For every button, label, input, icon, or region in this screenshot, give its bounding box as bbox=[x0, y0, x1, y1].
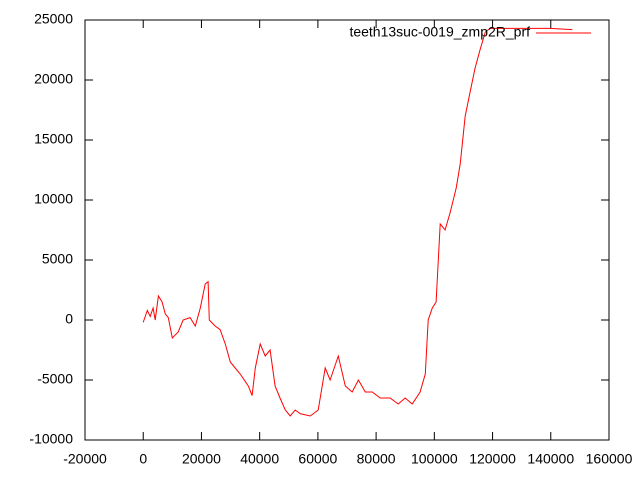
x-tick-label: 120000 bbox=[469, 451, 516, 467]
x-tick-label: 160000 bbox=[586, 451, 633, 467]
y-tick-label: 15000 bbox=[34, 131, 73, 147]
y-tick-label: -10000 bbox=[29, 431, 73, 447]
x-tick-label: 40000 bbox=[240, 451, 279, 467]
x-tick-label: 20000 bbox=[182, 451, 221, 467]
x-tick-label: 140000 bbox=[527, 451, 574, 467]
y-tick-label: 5000 bbox=[42, 251, 73, 267]
data-line bbox=[142, 27, 573, 417]
legend-label: teeth13suc-0019_zmp2R_prf bbox=[349, 24, 530, 40]
x-tick-label: 60000 bbox=[298, 451, 337, 467]
x-tick-label: 80000 bbox=[357, 451, 396, 467]
x-tick-label: -20000 bbox=[63, 451, 107, 467]
x-tick-label: 0 bbox=[139, 451, 147, 467]
y-tick-label: 20000 bbox=[34, 71, 73, 87]
plot-border bbox=[84, 19, 610, 441]
x-tick-label: 100000 bbox=[411, 451, 458, 467]
y-tick-label: 25000 bbox=[34, 11, 73, 27]
y-tick-label: 0 bbox=[65, 311, 73, 327]
y-tick-label: -5000 bbox=[37, 371, 73, 387]
y-tick-label: 10000 bbox=[34, 191, 73, 207]
